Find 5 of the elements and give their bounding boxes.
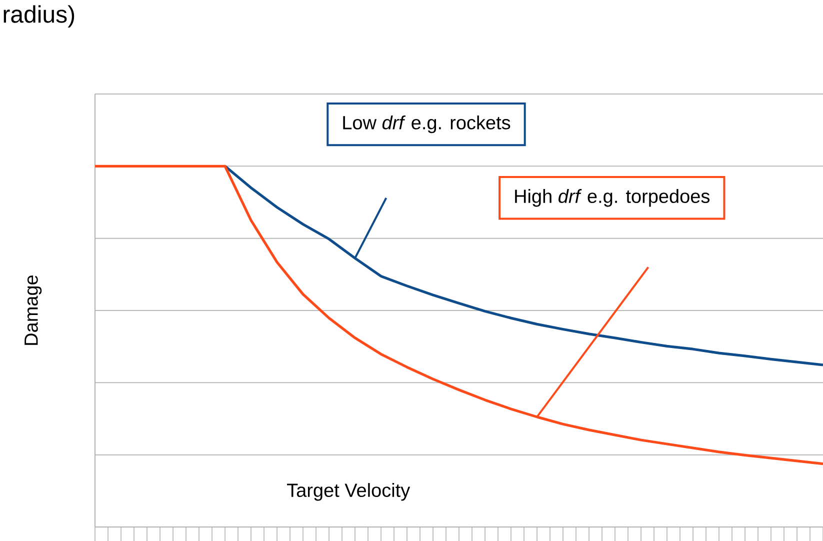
annotation: High drf e.g. torpedoes xyxy=(515,189,710,207)
y-axis-title: Damage xyxy=(24,275,42,345)
text: Low drf e.g. rockets xyxy=(343,115,510,134)
x-axis-title: Target Velocity xyxy=(286,483,410,501)
chart-title: radius) xyxy=(4,5,74,28)
